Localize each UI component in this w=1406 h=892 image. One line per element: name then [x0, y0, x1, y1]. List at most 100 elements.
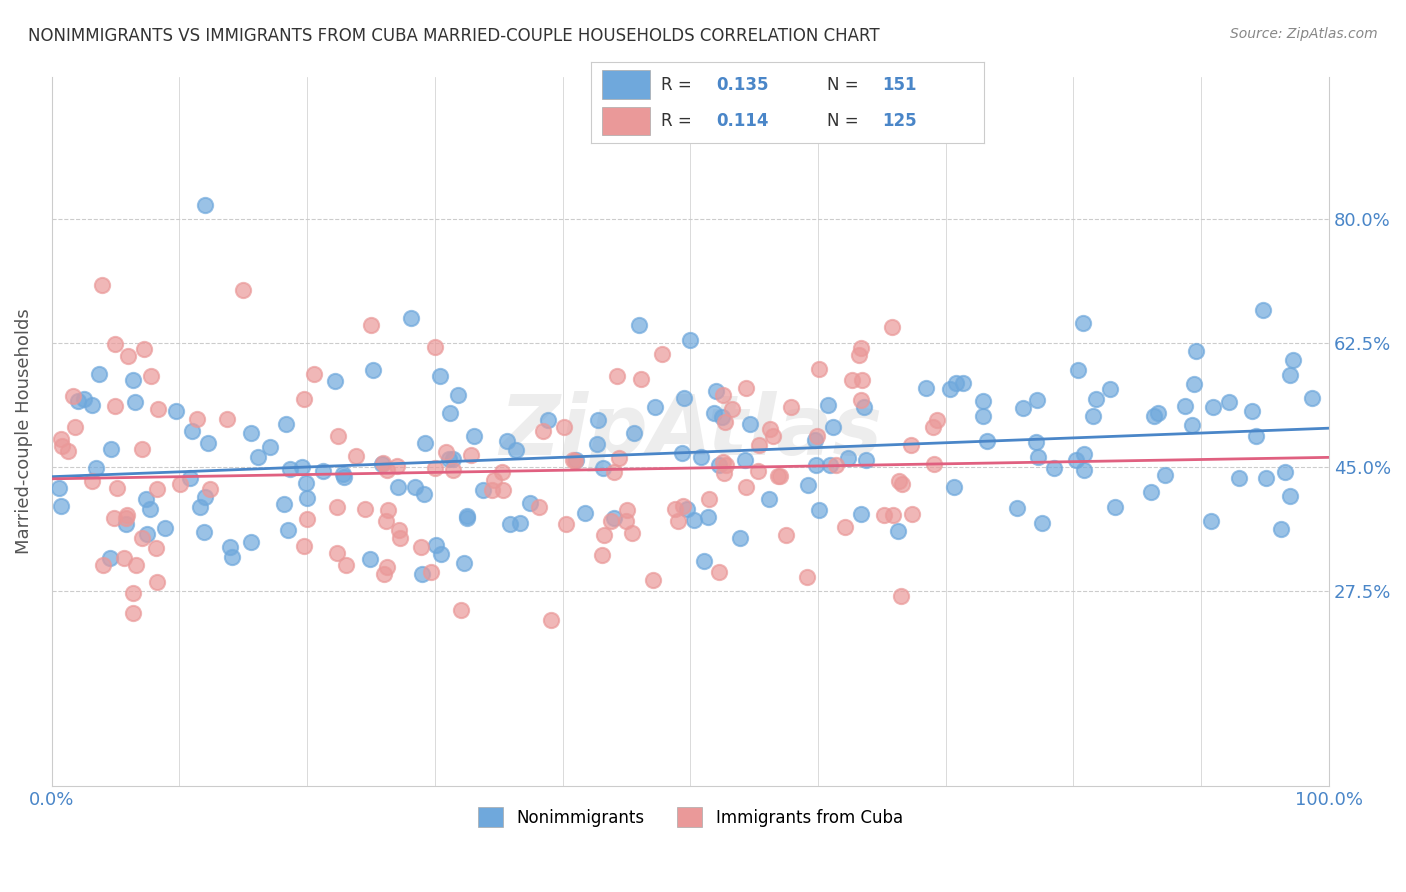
Point [887, 524, 910, 539]
Point [456, 511, 478, 525]
Point [644, 401, 666, 415]
Point [679, 333, 702, 347]
Point [641, 573, 664, 587]
Point [221, 549, 243, 564]
Point [1240, 404, 1263, 418]
Point [388, 531, 411, 545]
Point [703, 406, 725, 420]
Point [769, 469, 792, 483]
Point [65, 419, 87, 434]
Text: 0.114: 0.114 [717, 112, 769, 130]
Point [115, 511, 138, 525]
Text: 0.135: 0.135 [717, 76, 769, 94]
Point [62, 389, 84, 403]
Point [707, 566, 730, 580]
Point [1147, 406, 1170, 420]
Point [609, 450, 631, 465]
Point [131, 442, 153, 456]
Point [758, 492, 780, 507]
Point [747, 464, 769, 478]
Point [748, 438, 770, 452]
Text: 125: 125 [882, 112, 917, 130]
Point [593, 528, 616, 542]
Point [693, 554, 716, 568]
Point [1143, 409, 1166, 424]
Point [375, 463, 398, 477]
Point [675, 501, 697, 516]
Point [232, 283, 254, 297]
Point [591, 548, 613, 562]
Point [922, 419, 945, 434]
Point [125, 558, 148, 573]
Point [553, 420, 575, 434]
Point [291, 460, 314, 475]
Point [1202, 401, 1225, 415]
Point [335, 558, 357, 572]
Point [721, 401, 744, 416]
Point [901, 508, 924, 522]
Point [759, 422, 782, 436]
Point [775, 527, 797, 541]
Point [456, 508, 478, 523]
Point [371, 456, 394, 470]
Point [274, 417, 297, 431]
Point [122, 606, 145, 620]
Point [1025, 435, 1047, 450]
Point [855, 453, 877, 467]
Point [420, 565, 443, 579]
Point [115, 508, 138, 522]
Point [1064, 453, 1087, 467]
Point [447, 388, 470, 402]
Point [890, 590, 912, 604]
Point [188, 500, 211, 515]
Point [219, 540, 242, 554]
Point [166, 404, 188, 418]
Point [1244, 429, 1267, 443]
Point [294, 476, 316, 491]
Point [197, 435, 219, 450]
Point [1104, 500, 1126, 515]
Point [361, 362, 384, 376]
Point [671, 445, 693, 459]
Point [834, 520, 856, 534]
Text: Source: ZipAtlas.com: Source: ZipAtlas.com [1230, 27, 1378, 41]
Point [49, 500, 72, 514]
Point [51, 439, 73, 453]
Point [690, 450, 713, 464]
Point [115, 516, 138, 531]
Text: 151: 151 [882, 76, 917, 94]
Point [1073, 447, 1095, 461]
Point [100, 442, 122, 456]
Point [425, 461, 447, 475]
Point [411, 567, 433, 582]
Point [377, 503, 399, 517]
Point [122, 373, 145, 387]
Point [326, 546, 349, 560]
Point [278, 461, 301, 475]
Point [714, 415, 737, 429]
Point [616, 503, 638, 517]
Point [375, 560, 398, 574]
Point [848, 348, 870, 362]
Point [84, 460, 107, 475]
Text: N =: N = [827, 76, 863, 94]
Point [239, 535, 262, 549]
Point [1218, 394, 1240, 409]
Point [1005, 501, 1028, 516]
Point [586, 413, 609, 427]
Point [664, 502, 686, 516]
Point [425, 538, 447, 552]
Point [738, 417, 761, 431]
Point [1174, 400, 1197, 414]
Point [945, 376, 967, 390]
Point [1278, 489, 1301, 503]
Point [145, 541, 167, 555]
Point [1274, 465, 1296, 479]
Point [277, 523, 299, 537]
Point [972, 393, 994, 408]
Point [537, 413, 560, 427]
Point [849, 341, 872, 355]
Point [849, 392, 872, 407]
Point [146, 482, 169, 496]
Point [200, 482, 222, 496]
